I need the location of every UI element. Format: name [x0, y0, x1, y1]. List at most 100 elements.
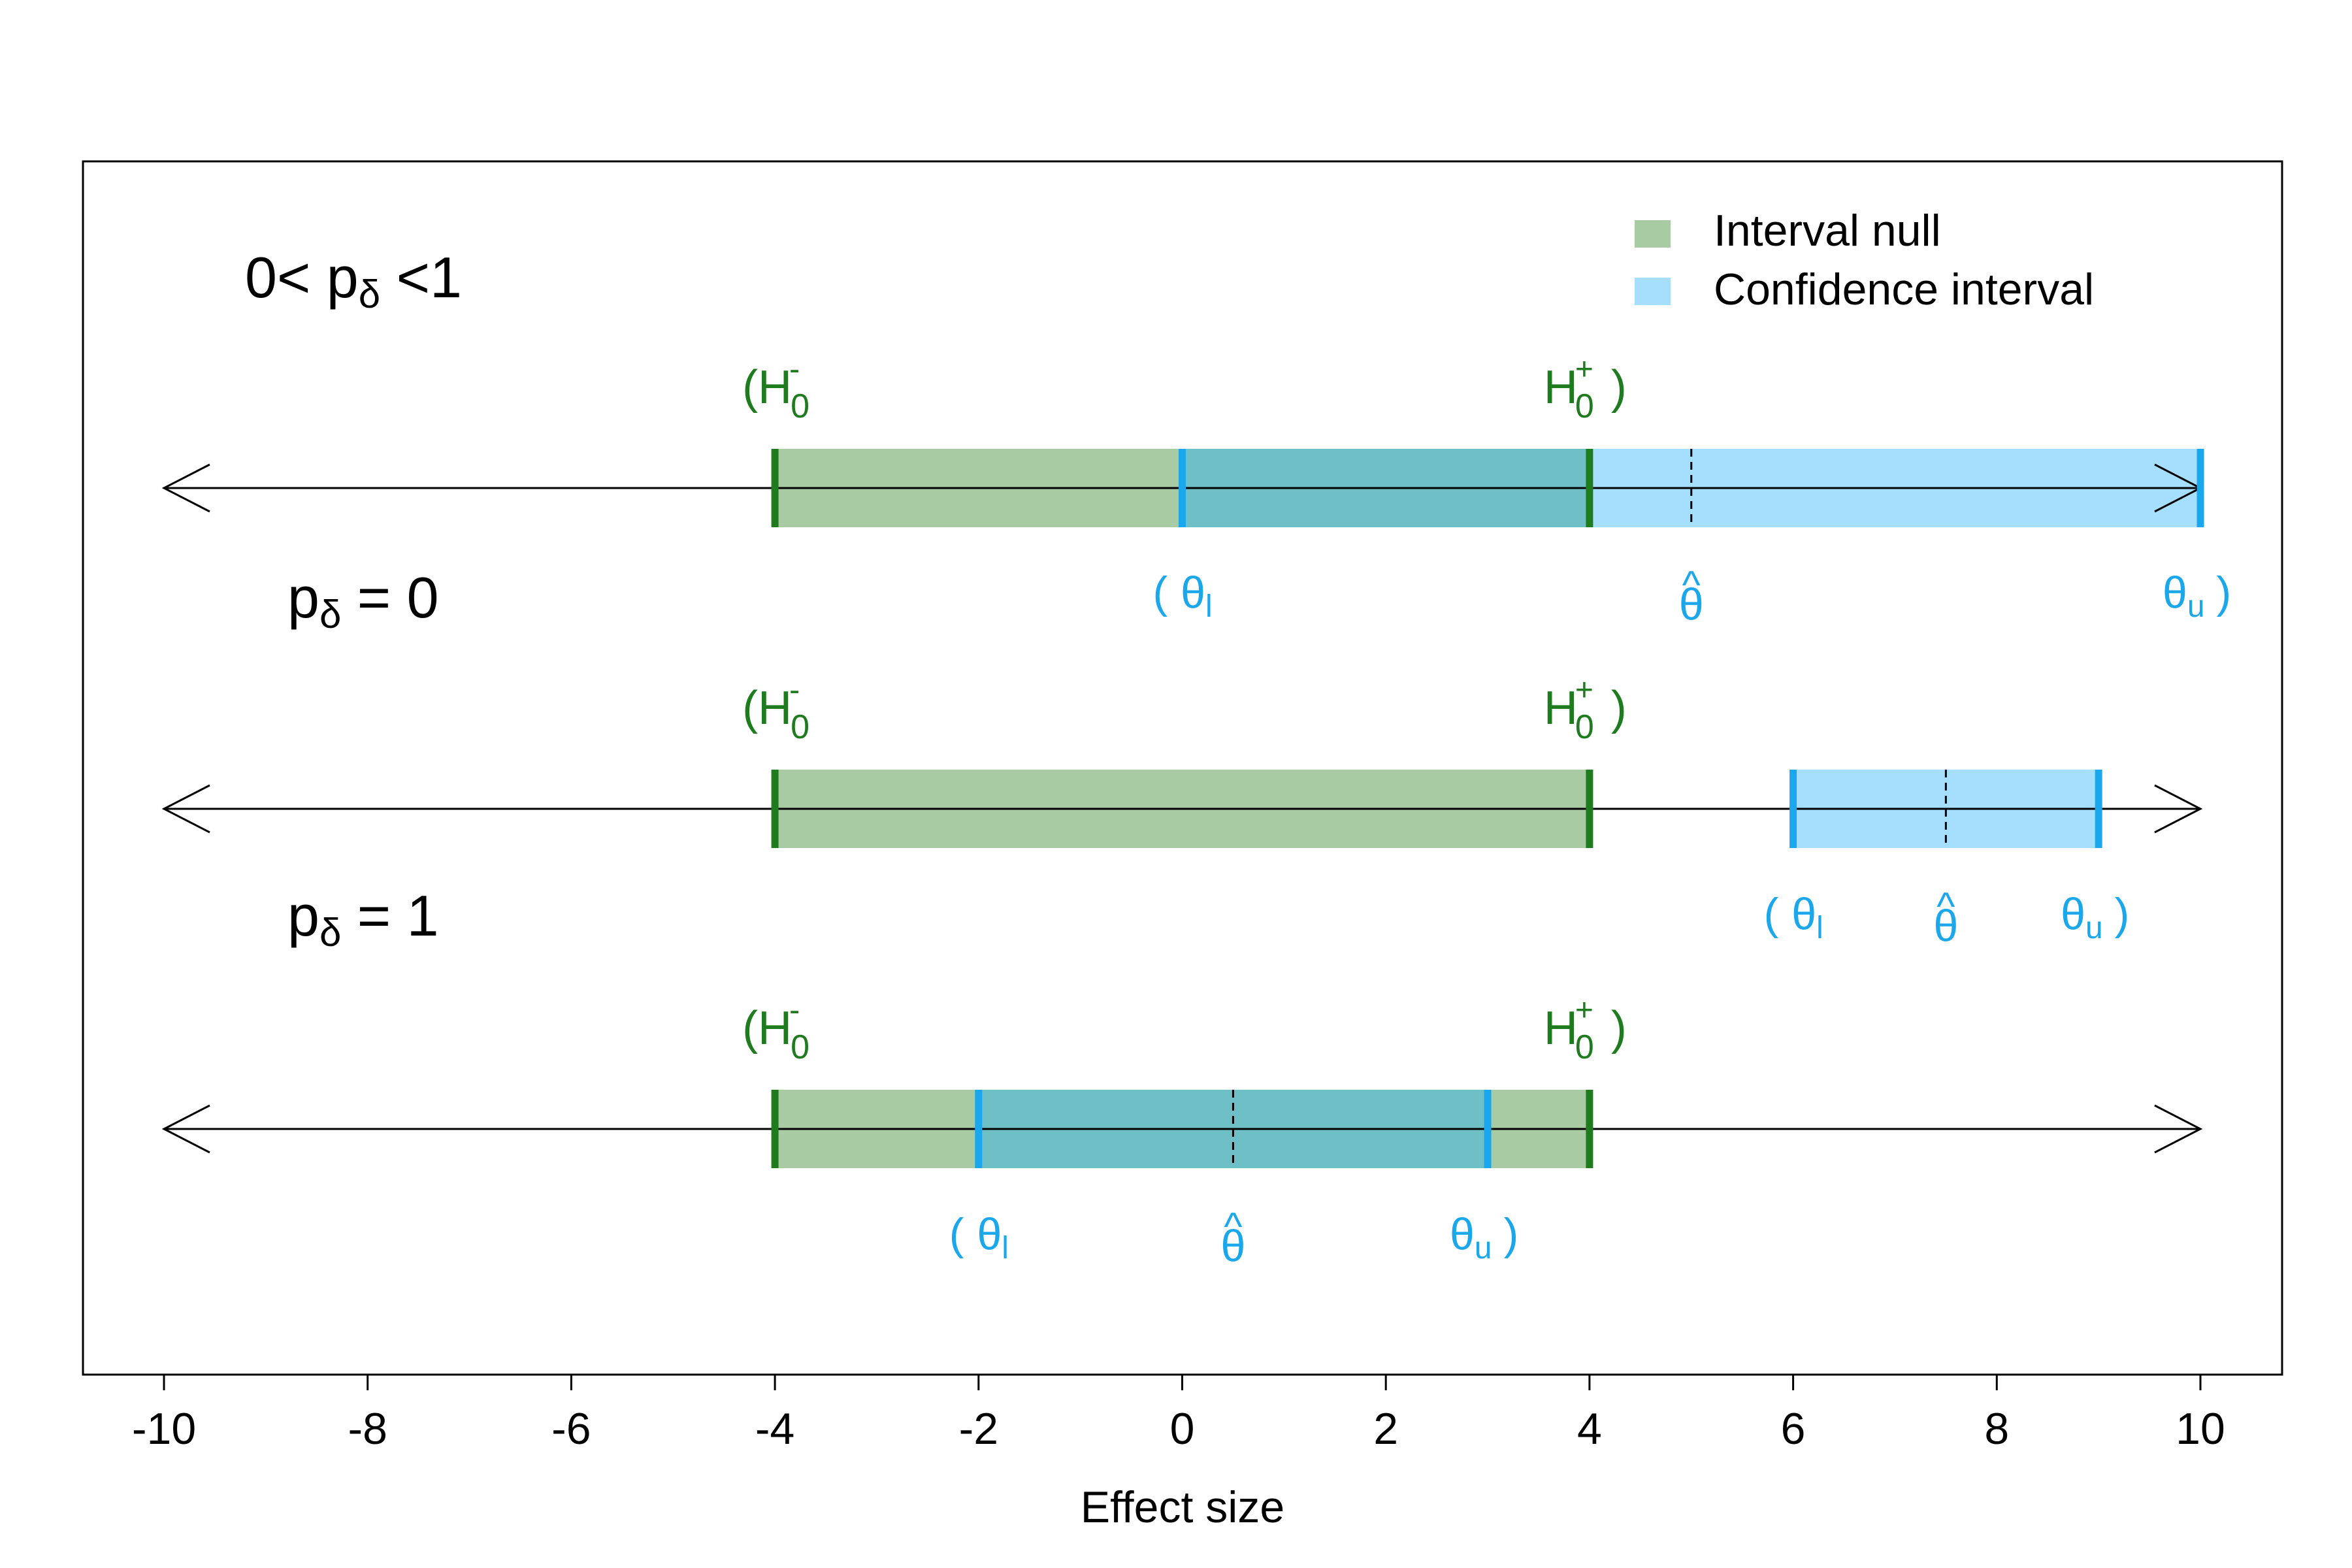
number-line-left-arrow	[161, 463, 210, 513]
condition-label-relation: = 0	[341, 565, 438, 630]
null-lower-label-subscript: 0	[791, 708, 809, 746]
null-upper-label-base: H	[1544, 361, 1578, 414]
condition-label-base: p	[287, 883, 319, 948]
null-lower-label-base: H	[758, 361, 792, 414]
ci-upper-label: θu)	[1450, 1209, 1518, 1266]
null-lower-label-open: (	[742, 682, 758, 734]
ci-upper-label-subscript: u	[1475, 1231, 1492, 1266]
null-upper-label-superscript: +	[1575, 993, 1593, 1028]
null-lower-label-open: (	[742, 1002, 758, 1054]
x-tick-label: 0	[1170, 1404, 1195, 1454]
null-lower-label-base: H	[758, 1002, 792, 1054]
null-lower-label-base: H	[758, 682, 792, 734]
ci-lower-label-subscript: l	[1002, 1231, 1009, 1266]
ci-upper-label-close: )	[2115, 889, 2130, 939]
null-lower-label-superscript: -	[789, 352, 800, 387]
x-tick-label: 2	[1373, 1404, 1398, 1454]
ci-lower-label-base: θ	[1791, 889, 1816, 939]
number-line-left-arrow	[161, 1104, 210, 1154]
number-line-left-arrow	[161, 784, 210, 834]
null-upper-label: H+ 0)	[1544, 352, 1627, 425]
x-tick-label: -4	[755, 1404, 794, 1454]
ci-lower-label-open: (	[949, 1209, 964, 1259]
condition-label-relation: = 1	[341, 883, 438, 948]
ci-upper-label-base: θ	[2061, 889, 2085, 939]
estimate-label: θ	[1221, 1221, 1246, 1271]
diagram-row-3: pδ = 1(H-0 H+ 0)(θl θ^ θu)	[161, 883, 2203, 1271]
condition-label-subscript: δ	[319, 911, 341, 955]
null-lower-label: (H-0	[742, 352, 809, 425]
ci-lower-label: ( θl	[1153, 568, 1213, 624]
null-lower-label-subscript: 0	[791, 387, 809, 425]
legend-swatch-interval-null	[1635, 220, 1671, 248]
legend-swatch-confidence-interval	[1635, 278, 1671, 305]
legend: Interval null Confidence interval	[1635, 206, 2094, 314]
x-tick-label: 10	[2176, 1404, 2225, 1454]
x-tick-label: -2	[959, 1404, 998, 1454]
condition-label-subscript: δ	[319, 593, 341, 636]
null-upper-label-base: H	[1544, 1002, 1578, 1054]
condition-label-relation: <1	[380, 245, 462, 310]
null-lower-label-open: (	[742, 361, 758, 414]
diagram-rows: 0< pδ <1(H-0 H+ 0)(θl θ^ θu)pδ = 0(H-0 H+ 0)(θ…	[161, 245, 2231, 1271]
ci-upper-label: θu)	[2163, 568, 2231, 624]
legend-label-interval-null: Interval null	[1714, 206, 1941, 255]
legend-label-confidence-interval: Confidence interval	[1714, 265, 2094, 314]
estimate-hat-accent: ^	[1682, 563, 1701, 607]
ci-upper-label: θu)	[2061, 889, 2129, 945]
x-axis-ticks: -10 -8 -6 -4 -2 0 2 4 6 8 10	[132, 1375, 2225, 1454]
ci-lower-label: (θl	[1764, 889, 1823, 945]
null-upper-label-subscript: 0	[1575, 387, 1594, 425]
x-axis: -10 -8 -6 -4 -2 0 2 4 6 8 10 Effect size	[132, 1373, 2225, 1532]
x-tick-label: 4	[1577, 1404, 1602, 1454]
ci-lower-label-open: (	[1153, 568, 1168, 617]
null-upper-label-close: )	[1611, 682, 1627, 734]
ci-lower-label-subscript: l	[1205, 589, 1213, 624]
x-tick-label: -6	[551, 1404, 591, 1454]
condition-label: 0< pδ <1	[245, 245, 462, 316]
plot-frame	[82, 160, 2283, 1376]
estimate-label: θ	[1679, 580, 1704, 629]
condition-label-subscript: δ	[359, 272, 380, 316]
null-upper-label-base: H	[1544, 682, 1578, 734]
ci-upper-label-base: θ	[1450, 1209, 1475, 1259]
null-lower-label: (H-0	[742, 673, 809, 746]
null-upper-label: H+ 0)	[1544, 673, 1627, 746]
ci-lower-label-open: (	[1764, 889, 1779, 939]
x-axis-label: Effect size	[1081, 1482, 1284, 1532]
condition-label: pδ = 0	[287, 565, 439, 636]
ci-lower-label-base: θ	[1181, 568, 1205, 617]
null-upper-label-superscript: +	[1575, 673, 1593, 708]
diagram-row-1: 0< pδ <1(H-0 H+ 0)(θl θ^ θu)	[161, 245, 2231, 629]
null-lower-label-subscript: 0	[791, 1028, 809, 1066]
ci-upper-label-subscript: u	[2085, 911, 2103, 945]
ci-upper-label-base: θ	[2163, 568, 2187, 617]
ci-lower-label-base: θ	[977, 1209, 1002, 1259]
null-upper-label: H+ 0)	[1544, 993, 1627, 1066]
null-upper-label-superscript: +	[1575, 352, 1593, 387]
diagram-row-2: pδ = 0(H-0 H+ 0)(θl θ^ θu)	[161, 565, 2203, 951]
null-upper-label-subscript: 0	[1575, 1028, 1594, 1066]
null-upper-label-close: )	[1611, 1002, 1627, 1054]
condition-label: pδ = 1	[287, 883, 439, 955]
number-line-right-arrow	[2154, 784, 2203, 834]
x-tick-label: 8	[1984, 1404, 2009, 1454]
ci-upper-label-subscript: u	[2187, 589, 2205, 624]
ci-lower-label-subscript: l	[1816, 911, 1823, 945]
condition-label-base: p	[287, 565, 319, 630]
estimate-label: θ	[1933, 901, 1958, 951]
estimate-hat-accent: ^	[1224, 1205, 1242, 1249]
ci-lower-label: ( θl	[949, 1209, 1009, 1266]
x-tick-label: -10	[132, 1404, 196, 1454]
null-upper-label-subscript: 0	[1575, 708, 1594, 746]
ci-upper-label-close: )	[2217, 568, 2232, 617]
number-line-right-arrow	[2154, 1104, 2203, 1154]
condition-label-base: 0< p	[245, 245, 359, 310]
null-lower-label-superscript: -	[789, 993, 800, 1028]
x-tick-label: 6	[1781, 1404, 1806, 1454]
estimate-hat-accent: ^	[1936, 885, 1955, 928]
null-upper-label-close: )	[1611, 361, 1627, 414]
null-lower-label: (H-0	[742, 993, 809, 1066]
x-tick-label: -8	[348, 1404, 387, 1454]
